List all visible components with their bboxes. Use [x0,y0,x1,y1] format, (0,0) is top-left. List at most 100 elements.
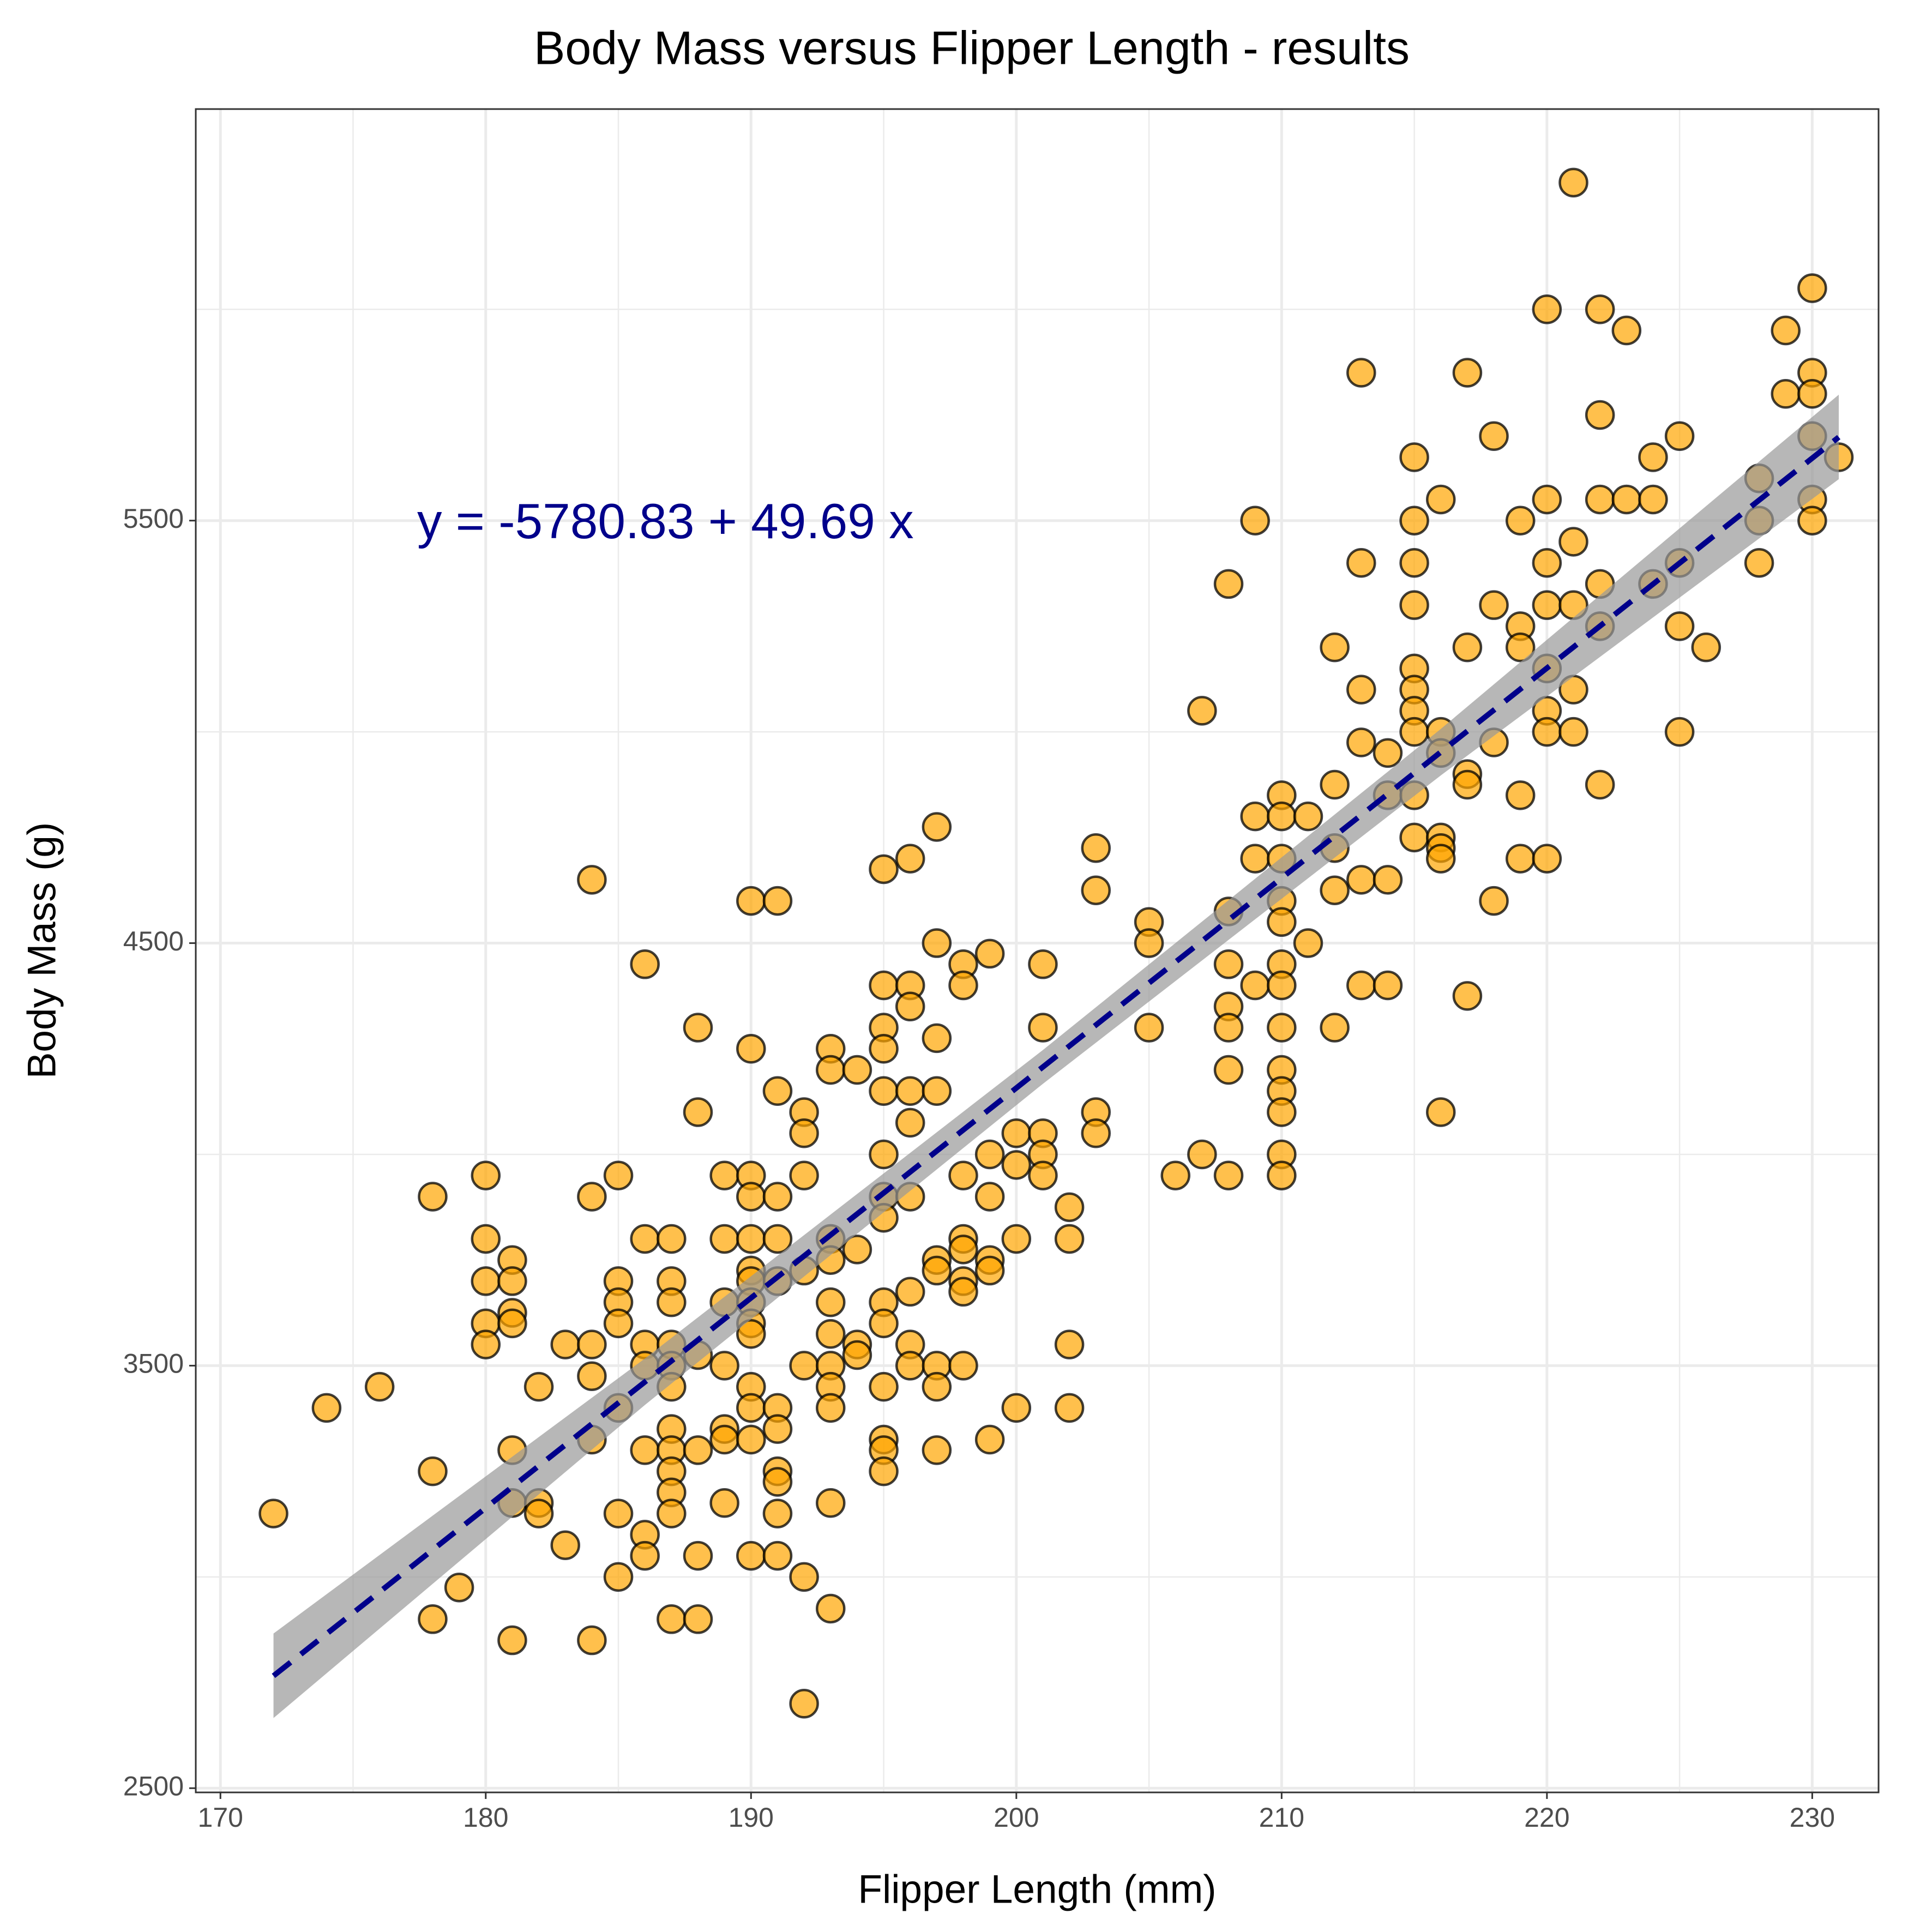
point [869,970,899,1001]
point [577,865,607,895]
point [895,991,925,1022]
point [1558,167,1588,198]
point [736,1182,766,1212]
point [1425,844,1456,874]
point [895,1108,925,1138]
point [630,1224,660,1254]
point [1081,1118,1111,1148]
point [1240,844,1270,874]
point [974,1182,1005,1212]
point [815,1055,846,1085]
point [1771,378,1801,409]
point [1346,358,1376,388]
point [1399,822,1429,853]
point [762,1076,793,1106]
point [1797,273,1827,303]
point [1479,590,1509,620]
point [1267,1097,1297,1127]
point [1664,421,1695,451]
point [1028,1013,1058,1043]
point [1452,632,1483,663]
point [1213,949,1244,979]
y-tick-label: 5500 [123,503,184,534]
point [1399,547,1429,578]
point [1213,1055,1244,1085]
point [1479,886,1509,916]
point [1213,569,1244,599]
point [1532,590,1562,620]
point [1134,1013,1164,1043]
point [683,1435,713,1465]
fit-line [272,435,1841,1678]
point [1346,865,1376,895]
point [577,1182,607,1212]
point [1505,844,1536,874]
point [1373,970,1403,1001]
point [603,1160,634,1190]
point [1399,717,1429,747]
point [948,1235,978,1265]
point [683,1604,713,1634]
point [736,1424,766,1455]
point [497,1308,527,1339]
point [922,1023,952,1054]
point [1532,484,1562,515]
point [1028,1160,1058,1190]
y-tick-label: 4500 [123,926,184,956]
point [630,949,660,979]
point [657,1604,687,1634]
point [1479,421,1509,451]
point [974,938,1005,969]
y-tick-label: 2500 [123,1771,184,1801]
point [736,886,766,916]
point [1240,505,1270,535]
point [1585,294,1615,324]
point [1346,547,1376,578]
point [762,1467,793,1497]
x-tick-label: 200 [994,1802,1039,1833]
point [1797,378,1827,409]
point [1373,738,1403,768]
y-tick-label: 3500 [123,1349,184,1379]
point [1399,590,1429,620]
point [1054,1393,1085,1423]
point [1240,801,1270,832]
point [869,854,899,884]
point [1320,875,1350,905]
point [709,1424,739,1455]
point [523,1371,554,1402]
point [418,1182,448,1212]
point [974,1139,1005,1170]
point [1001,1393,1032,1423]
point [497,1266,527,1296]
point [815,1488,846,1518]
point [1558,717,1588,747]
point [1532,844,1562,874]
point [762,886,793,916]
point [842,1235,872,1265]
point [1320,769,1350,800]
point [736,1319,766,1349]
point [683,1013,713,1043]
point [577,1625,607,1656]
point [1134,928,1164,958]
point [869,1139,899,1170]
point [1532,294,1562,324]
point [922,1255,952,1286]
x-tick-label: 230 [1790,1802,1835,1833]
point [922,928,952,958]
point [1240,970,1270,1001]
point [1505,780,1536,810]
x-tick-label: 220 [1524,1802,1569,1833]
point [471,1224,501,1254]
point [1320,632,1350,663]
point [603,1562,634,1592]
point [869,1456,899,1486]
point [895,844,925,874]
point [1160,1160,1190,1190]
point [630,1435,660,1465]
point [815,1593,846,1624]
point [1001,1118,1032,1148]
